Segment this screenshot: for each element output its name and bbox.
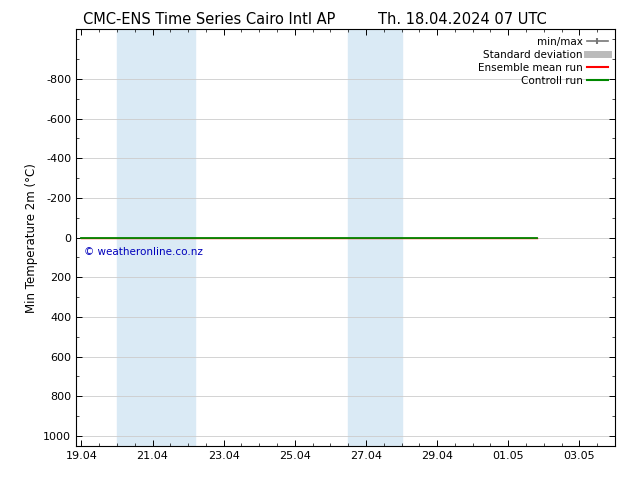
Legend: min/max, Standard deviation, Ensemble mean run, Controll run: min/max, Standard deviation, Ensemble me… bbox=[476, 35, 610, 88]
Bar bbox=[348, 29, 401, 446]
Text: Th. 18.04.2024 07 UTC: Th. 18.04.2024 07 UTC bbox=[378, 12, 547, 27]
Bar bbox=[117, 29, 195, 446]
Y-axis label: Min Temperature 2m (°C): Min Temperature 2m (°C) bbox=[25, 163, 37, 313]
Text: © weatheronline.co.nz: © weatheronline.co.nz bbox=[84, 247, 203, 257]
Text: CMC-ENS Time Series Cairo Intl AP: CMC-ENS Time Series Cairo Intl AP bbox=[83, 12, 335, 27]
